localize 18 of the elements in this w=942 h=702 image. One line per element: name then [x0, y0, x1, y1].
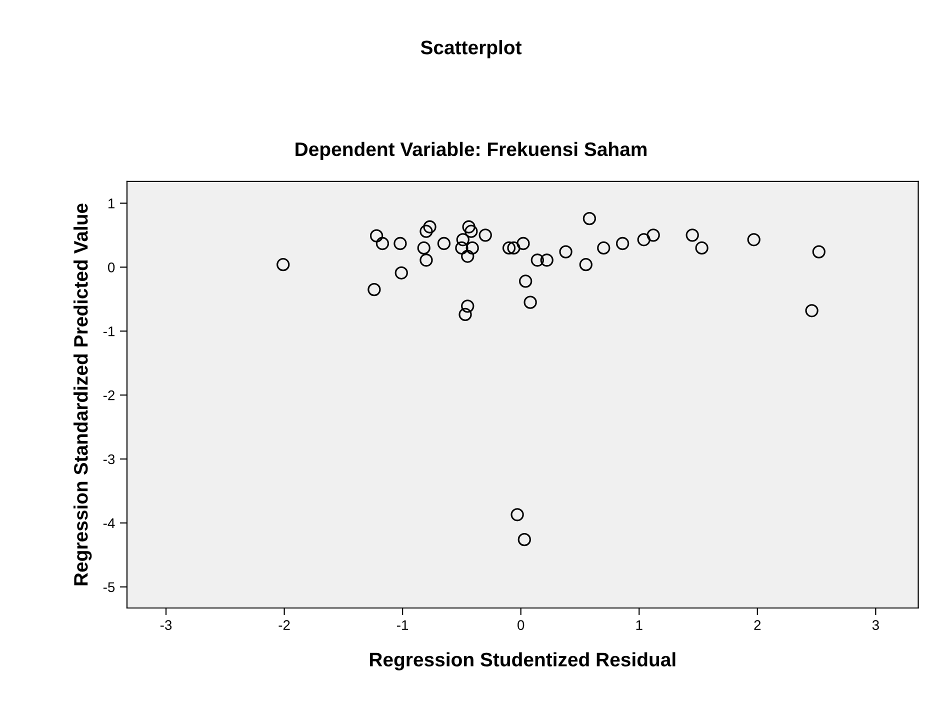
x-tick-label: 2 [754, 620, 761, 630]
x-axis-title: Regression Studentized Residual [370, 652, 676, 670]
chart-subtitle: Dependent Variable: Frekuensi Saham [296, 142, 646, 160]
y-tick-label: -4 [103, 518, 115, 528]
x-tick-label: 0 [518, 620, 524, 630]
x-tick-label: 1 [636, 620, 642, 630]
x-tick-label: 3 [872, 620, 879, 630]
y-tick-label: -5 [103, 582, 115, 592]
y-tick-label: -1 [103, 326, 114, 336]
y-axis-title: Regression Standardized Predicted Value [74, 204, 92, 586]
x-tick-label: -3 [160, 620, 172, 630]
y-tick-label: 0 [108, 262, 115, 272]
x-tick-label: -2 [278, 620, 290, 630]
y-tick-label: -3 [103, 454, 115, 464]
chart-title: Scatterplot [420, 40, 522, 58]
y-tick-label: -2 [103, 390, 114, 400]
x-tick-label: -1 [397, 620, 408, 630]
y-tick-label: 1 [108, 198, 114, 208]
